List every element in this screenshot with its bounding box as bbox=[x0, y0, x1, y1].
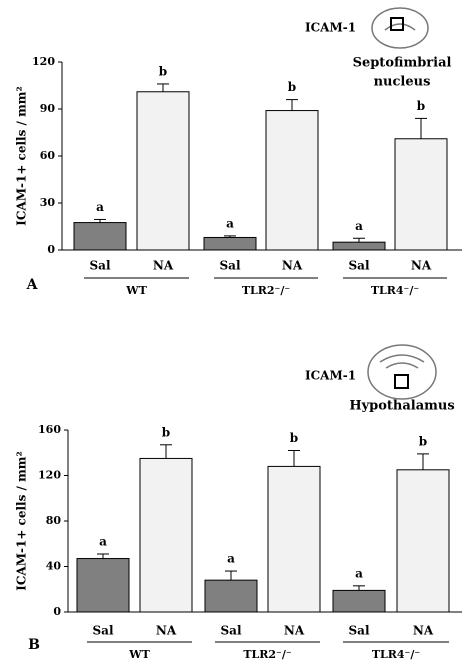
y-axis-label: ICAM-1+ cells / mm² bbox=[15, 451, 29, 591]
x-tick-label: Sal bbox=[349, 624, 370, 638]
bar bbox=[204, 579, 258, 613]
group-label: TLR4⁻/⁻ bbox=[371, 284, 420, 297]
bar bbox=[139, 457, 193, 613]
y-tick-label: 0 bbox=[47, 243, 55, 256]
region-label: Hypothalamus bbox=[349, 399, 454, 414]
group-label: WT bbox=[125, 284, 147, 297]
significance-letter: a bbox=[227, 552, 235, 566]
significance-letter: a bbox=[355, 566, 363, 580]
x-tick-label: NA bbox=[413, 624, 434, 638]
x-tick-label: Sal bbox=[349, 259, 370, 273]
y-tick-label: 120 bbox=[38, 469, 61, 482]
x-tick-label: Sal bbox=[90, 259, 111, 273]
bar bbox=[136, 91, 190, 251]
bar bbox=[332, 589, 386, 613]
y-tick-label: 90 bbox=[40, 102, 56, 115]
significance-letter: a bbox=[99, 534, 107, 548]
bar bbox=[73, 222, 127, 251]
inset-label: ICAM-1 bbox=[305, 369, 356, 383]
significance-letter: b bbox=[159, 64, 167, 78]
x-tick-label: NA bbox=[282, 259, 303, 273]
x-tick-label: Sal bbox=[221, 624, 242, 638]
x-tick-label: Sal bbox=[220, 259, 241, 273]
y-tick-label: 120 bbox=[32, 55, 55, 68]
y-tick-label: 30 bbox=[40, 196, 56, 209]
bar bbox=[396, 469, 450, 613]
y-tick-label: 60 bbox=[40, 149, 56, 162]
x-tick-label: NA bbox=[411, 259, 432, 273]
bar bbox=[394, 138, 448, 251]
panel-label: B bbox=[28, 637, 40, 653]
region-label: Septofimbrial bbox=[353, 56, 452, 71]
inset-label: ICAM-1 bbox=[305, 21, 356, 35]
significance-letter: b bbox=[162, 425, 170, 439]
bar bbox=[265, 110, 319, 251]
bar bbox=[332, 241, 386, 251]
y-axis-label: ICAM-1+ cells / mm² bbox=[15, 86, 29, 226]
brain-icon bbox=[367, 344, 437, 400]
bar bbox=[267, 465, 321, 613]
x-tick-label: NA bbox=[284, 624, 305, 638]
bar bbox=[76, 558, 130, 613]
x-tick-label: NA bbox=[153, 259, 174, 273]
significance-letter: b bbox=[288, 80, 296, 94]
panel-label: A bbox=[26, 277, 39, 293]
y-tick-label: 40 bbox=[46, 560, 62, 573]
significance-letter: a bbox=[355, 219, 363, 233]
group-label: TLR2⁻/⁻ bbox=[242, 284, 291, 297]
x-tick-label: NA bbox=[156, 624, 177, 638]
group-label: TLR4⁻/⁻ bbox=[372, 648, 421, 661]
group-label: WT bbox=[128, 648, 150, 661]
y-tick-label: 80 bbox=[46, 514, 62, 527]
region-label: nucleus bbox=[374, 75, 431, 90]
significance-letter: a bbox=[96, 200, 104, 214]
significance-letter: a bbox=[226, 216, 234, 230]
x-tick-label: Sal bbox=[93, 624, 114, 638]
bar bbox=[203, 236, 257, 251]
significance-letter: b bbox=[290, 431, 298, 445]
y-tick-label: 160 bbox=[38, 423, 61, 436]
significance-letter: b bbox=[419, 434, 427, 448]
y-tick-label: 0 bbox=[53, 605, 61, 618]
group-label: TLR2⁻/⁻ bbox=[243, 648, 292, 661]
brain-icon bbox=[371, 7, 429, 49]
significance-letter: b bbox=[417, 99, 425, 113]
